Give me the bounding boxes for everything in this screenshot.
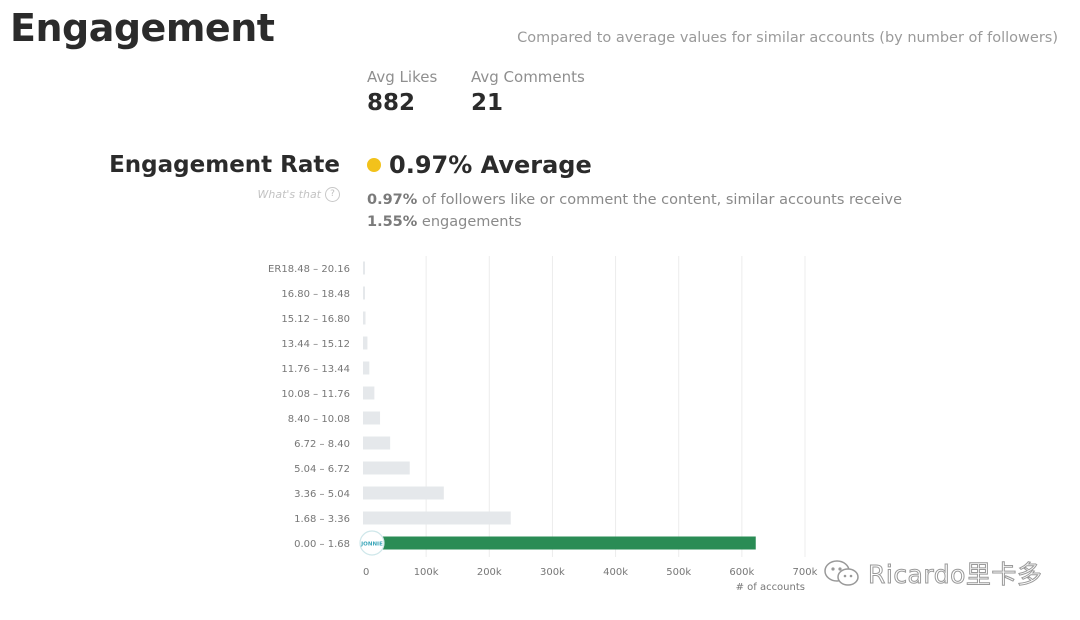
bar (363, 536, 756, 550)
bar (363, 486, 444, 500)
average-status-dot (367, 158, 381, 172)
account-marker-label: JONNIE (360, 542, 383, 548)
desc-text-2: engagements (417, 214, 522, 230)
question-circle-icon[interactable]: ? (325, 187, 340, 202)
category-label: 0.00 – 1.68 (294, 539, 350, 550)
category-label: 18.48 – 20.16 (281, 264, 350, 275)
x-tick-label: 300k (540, 567, 565, 578)
x-tick-label: 200k (477, 567, 502, 578)
avg-likes-label: Avg Likes (367, 68, 438, 86)
x-tick-label: 100k (414, 567, 439, 578)
category-label: 5.04 – 6.72 (294, 464, 350, 475)
category-label: 8.40 – 10.08 (288, 414, 350, 425)
x-tick-label: 600k (729, 567, 754, 578)
bar (363, 336, 368, 350)
category-label: 6.72 – 8.40 (294, 439, 350, 450)
desc-text-1: of followers like or comment the content… (417, 192, 903, 208)
y-axis-prefix: ER (268, 264, 281, 275)
desc-value: 0.97% (367, 192, 418, 208)
engagement-rate-description: 0.97% of followers like or comment the c… (367, 189, 927, 233)
average-label: 0.97% Average (389, 151, 592, 179)
category-label: 1.68 – 3.36 (294, 514, 350, 525)
wechat-icon (824, 560, 859, 586)
bar (363, 411, 381, 425)
x-tick-label: 0 (363, 567, 369, 578)
engagement-rate-heading: Engagement Rate (109, 152, 340, 178)
bar (363, 511, 511, 525)
x-tick-label: 500k (666, 567, 691, 578)
avg-likes-stat: Avg Likes 882 (367, 68, 437, 116)
x-tick-label: 700k (793, 567, 818, 578)
bar (363, 286, 365, 300)
category-label: 13.44 – 15.12 (281, 339, 350, 350)
bar (363, 311, 366, 325)
avg-comments-label: Avg Comments (471, 68, 585, 86)
bar (363, 361, 370, 375)
watermark-text: Ricardo里卡多 (867, 560, 1043, 590)
category-label: 16.80 – 18.48 (281, 289, 350, 300)
whats-that-label: What's that (257, 188, 322, 201)
avg-comments-stat: Avg Comments 21 (471, 68, 585, 116)
desc-value-2: 1.55% (367, 214, 418, 230)
category-label: 15.12 – 16.80 (281, 314, 350, 325)
category-label: 10.08 – 11.76 (281, 389, 350, 400)
compare-note: Compared to average values for similar a… (517, 30, 1058, 46)
avg-comments-value: 21 (471, 90, 504, 116)
x-axis-label: # of accounts (736, 582, 805, 593)
bar (363, 261, 365, 275)
category-label: 3.36 – 5.04 (294, 489, 350, 500)
bar (363, 461, 410, 475)
whats-that-link[interactable]: What's that ? (257, 187, 340, 202)
engagement-rate-average: 0.97% Average (367, 151, 592, 179)
category-label: 11.76 – 13.44 (281, 364, 350, 375)
page-title: Engagement (10, 6, 275, 50)
avg-likes-value: 882 (367, 90, 416, 116)
x-tick-label: 400k (603, 567, 628, 578)
bar (363, 436, 391, 450)
account-marker (359, 530, 385, 556)
bar (363, 386, 375, 400)
watermark: Ricardo里卡多 (822, 555, 1042, 591)
